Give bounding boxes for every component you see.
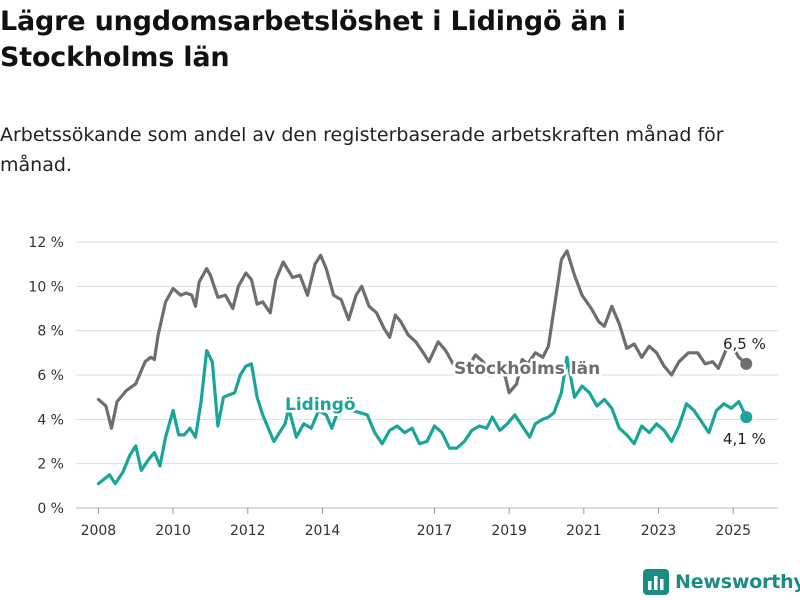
x-tick-label: 2014	[305, 523, 341, 539]
newsworthy-logo: Newsworthy	[643, 569, 800, 595]
series-line-stockholms-l-n	[96, 249, 748, 430]
y-tick-label: 12 %	[28, 235, 64, 251]
x-tick-label: 2021	[566, 523, 602, 539]
series-label-lidingo: Lidingö	[285, 395, 356, 415]
bar-chart-logo-icon	[643, 569, 669, 595]
y-tick-label: 10 %	[28, 279, 64, 295]
x-tick-label: 2019	[491, 523, 527, 539]
y-tick-label: 6 %	[37, 368, 64, 384]
x-tick-label: 2025	[715, 523, 751, 539]
chart-subtitle: Arbetssökande som andel av den registerb…	[0, 124, 724, 176]
end-point-marker	[740, 357, 753, 370]
x-tick-label: 2023	[641, 523, 677, 539]
x-tick-label: 2010	[155, 523, 191, 539]
y-tick-label: 2 %	[37, 457, 64, 473]
x-tick-label: 2017	[417, 523, 453, 539]
series-label-stockholm: Stockholms län	[454, 359, 600, 379]
y-tick-label: 4 %	[37, 412, 64, 428]
y-tick-label: 0 %	[37, 501, 64, 517]
chart-title: Lägre ungdomsarbetslöshet i Lidingö än i…	[0, 6, 626, 73]
end-value-label-lidingo: 4,1 %	[723, 430, 766, 448]
series-line-liding-	[96, 349, 748, 486]
x-tick-label: 2008	[81, 523, 117, 539]
y-tick-label: 8 %	[37, 324, 64, 340]
x-tick-label: 2012	[230, 523, 266, 539]
end-value-label-stockholm: 6,5 %	[723, 335, 766, 353]
logo-text: Newsworthy	[675, 571, 800, 593]
end-point-marker	[740, 411, 753, 424]
